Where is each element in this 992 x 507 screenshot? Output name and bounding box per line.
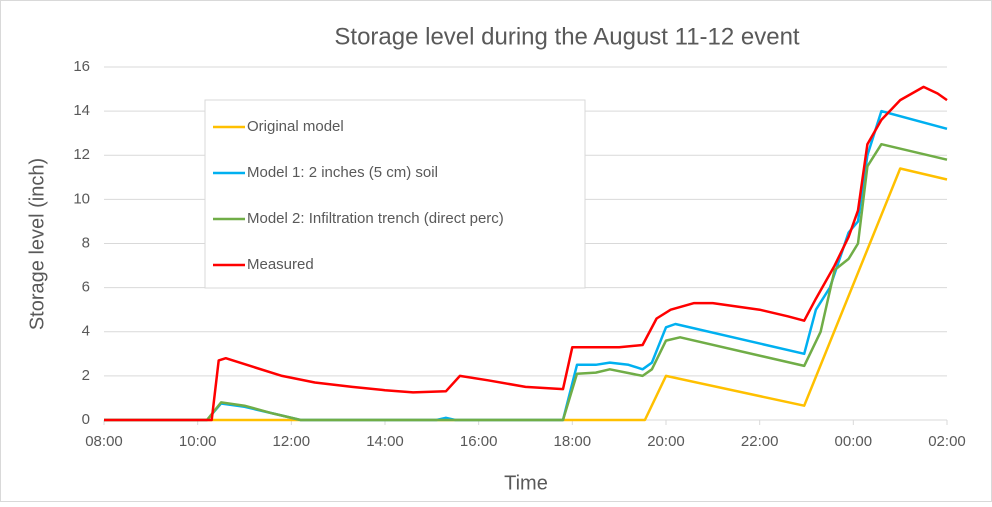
series-line [104, 85, 948, 422]
y-tick-label: 0 [82, 411, 90, 428]
y-tick-label: 14 [73, 102, 90, 119]
legend-box [204, 99, 586, 289]
legend-label: Model 2: Infiltration trench (direct per… [247, 210, 504, 227]
x-tick-label: 14:00 [366, 433, 404, 450]
x-tick-label: 22:00 [741, 433, 779, 450]
legend-label: Model 1: 2 inches (5 cm) soil [247, 164, 438, 181]
x-tick-label: 10:00 [179, 433, 217, 450]
x-tick-label: 18:00 [554, 433, 592, 450]
legend-label: Original model [247, 118, 344, 135]
y-tick-label: 2 [82, 367, 90, 384]
legend-label: Measured [247, 256, 314, 273]
y-tick-label: 10 [73, 190, 90, 207]
x-tick-label: 00:00 [835, 433, 873, 450]
y-tick-label: 4 [82, 323, 90, 340]
chart-title: Storage level during the August 11-12 ev… [334, 23, 800, 50]
x-tick-label: 16:00 [460, 433, 498, 450]
series-line [104, 142, 948, 422]
y-tick-label: 12 [73, 146, 90, 163]
x-tick-label: 08:00 [85, 433, 123, 450]
y-axis-label: Storage level (inch) [26, 158, 48, 330]
y-tick-label: 6 [82, 279, 90, 296]
y-tick-label: 16 [73, 58, 90, 75]
y-tick-label: 8 [82, 234, 90, 251]
x-tick-label: 12:00 [273, 433, 311, 450]
x-axis-label: Time [504, 472, 548, 494]
x-tick-label: 02:00 [928, 433, 966, 450]
x-tick-label: 20:00 [647, 433, 685, 450]
